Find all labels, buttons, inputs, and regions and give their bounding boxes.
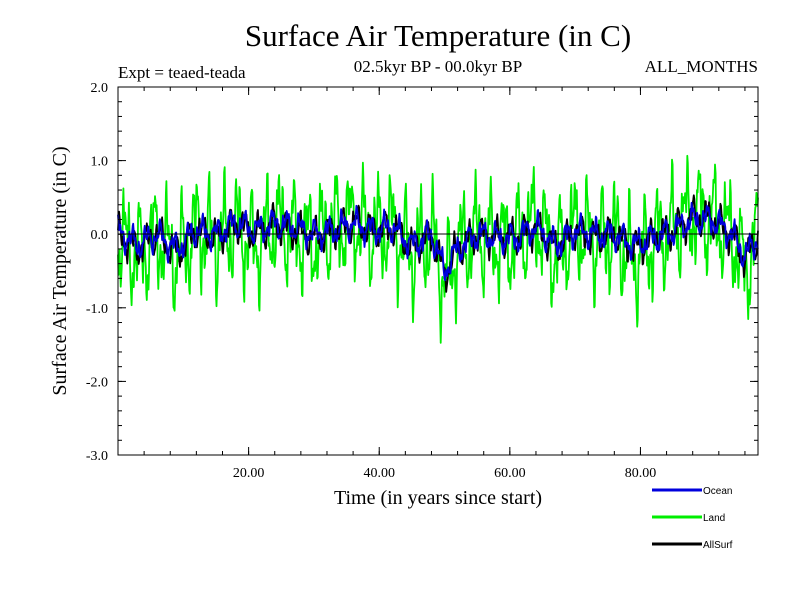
plot-frame	[117, 86, 759, 456]
x-tick-label: 60.00	[494, 466, 526, 481]
x-tick-label: 40.00	[363, 466, 395, 481]
series-layer	[117, 154, 759, 344]
y-tick-label: 2.0	[91, 81, 109, 96]
legend-label-land: Land	[703, 513, 725, 524]
legend-label-ocean: Ocean	[703, 486, 732, 497]
y-tick-label: -1.0	[86, 302, 108, 317]
plot-area	[117, 86, 759, 456]
legend-label-allsurf: AllSurf	[703, 540, 733, 551]
y-tick-label: 1.0	[91, 155, 109, 170]
experiment-label: Expt = teaed-teada	[118, 63, 246, 82]
y-tick-label: 0.0	[91, 228, 109, 243]
months-label: ALL_MONTHS	[645, 57, 758, 76]
chart-title: Surface Air Temperature (in C)	[245, 18, 631, 53]
y-axis: -3.0 -2.0 -1.0 0.0 1.0 2.0	[86, 81, 758, 464]
x-axis: 20.00 40.00 60.00 80.00	[117, 87, 746, 481]
x-axis-label: Time (in years since start)	[334, 487, 542, 509]
period-label: 02.5kyr BP - 00.0kyr BP	[354, 57, 522, 76]
legend: Ocean Land AllSurf	[652, 486, 733, 551]
x-tick-label: 20.00	[233, 466, 265, 481]
series-line-ocean	[117, 201, 759, 282]
y-tick-label: -2.0	[86, 375, 108, 390]
y-axis-label: Surface Air Temperature (in C)	[49, 146, 71, 395]
x-tick-label: 80.00	[625, 466, 657, 481]
y-tick-label: -3.0	[86, 449, 108, 464]
